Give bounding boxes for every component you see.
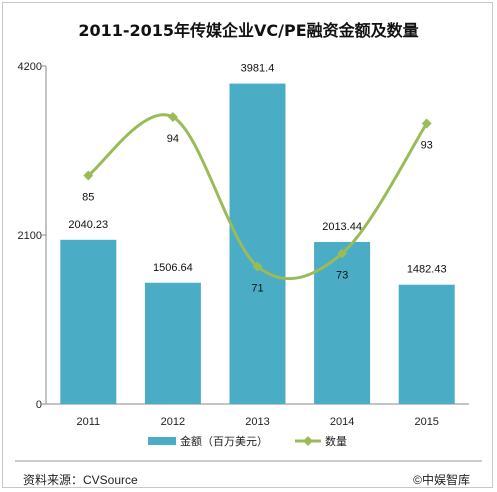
bar bbox=[60, 239, 117, 404]
x-tick-label: 2013 bbox=[245, 416, 269, 428]
chart-frame: 2011-2015年传媒企业VC/PE融资金额及数量 0 2100 4200 2040… bbox=[2, 2, 493, 488]
x-tick-label: 2011 bbox=[76, 416, 100, 428]
bar-value-label: 1482.43 bbox=[407, 264, 447, 276]
line-value-label: 94 bbox=[167, 133, 179, 145]
legend-swatch-bar bbox=[148, 437, 176, 445]
bar bbox=[144, 282, 201, 404]
bar-value-label: 2013.44 bbox=[322, 221, 362, 233]
line-value-label: 71 bbox=[251, 283, 263, 295]
bar-value-label: 2040.23 bbox=[68, 219, 108, 231]
chart-title: 2011-2015年传媒企业VC/PE融资金额及数量 bbox=[78, 21, 419, 40]
line-value-label: 73 bbox=[336, 270, 348, 282]
copyright-note: ©中娱智库 bbox=[413, 473, 470, 487]
x-tick-label: 2012 bbox=[161, 416, 185, 428]
x-tick-label: 2014 bbox=[330, 416, 354, 428]
bar bbox=[398, 284, 455, 404]
legend-swatch-marker bbox=[303, 436, 313, 446]
y-tick-label: 0 bbox=[36, 399, 42, 411]
line-point bbox=[83, 170, 94, 181]
line-value-label: 85 bbox=[82, 192, 94, 204]
line-value-label: 93 bbox=[421, 140, 433, 152]
y-tick-label: 2100 bbox=[18, 230, 42, 242]
line-point bbox=[252, 261, 263, 272]
chart-canvas: 0 2100 4200 2040.23 2011 1506.64 2012 3981.4 201… bbox=[15, 61, 482, 462]
x-tick-label: 2015 bbox=[414, 416, 438, 428]
line-point bbox=[337, 248, 348, 259]
legend-label-amount: 金额（百万美元） bbox=[180, 434, 268, 448]
line-point bbox=[167, 112, 178, 122]
source-note: 资料来源：CVSource bbox=[23, 473, 138, 487]
bar bbox=[229, 83, 286, 404]
bar-value-label: 1506.64 bbox=[153, 262, 193, 274]
bar-value-label: 3981.4 bbox=[241, 63, 275, 75]
y-tick-label: 4200 bbox=[18, 61, 42, 73]
legend-label-count: 数量 bbox=[325, 435, 347, 448]
